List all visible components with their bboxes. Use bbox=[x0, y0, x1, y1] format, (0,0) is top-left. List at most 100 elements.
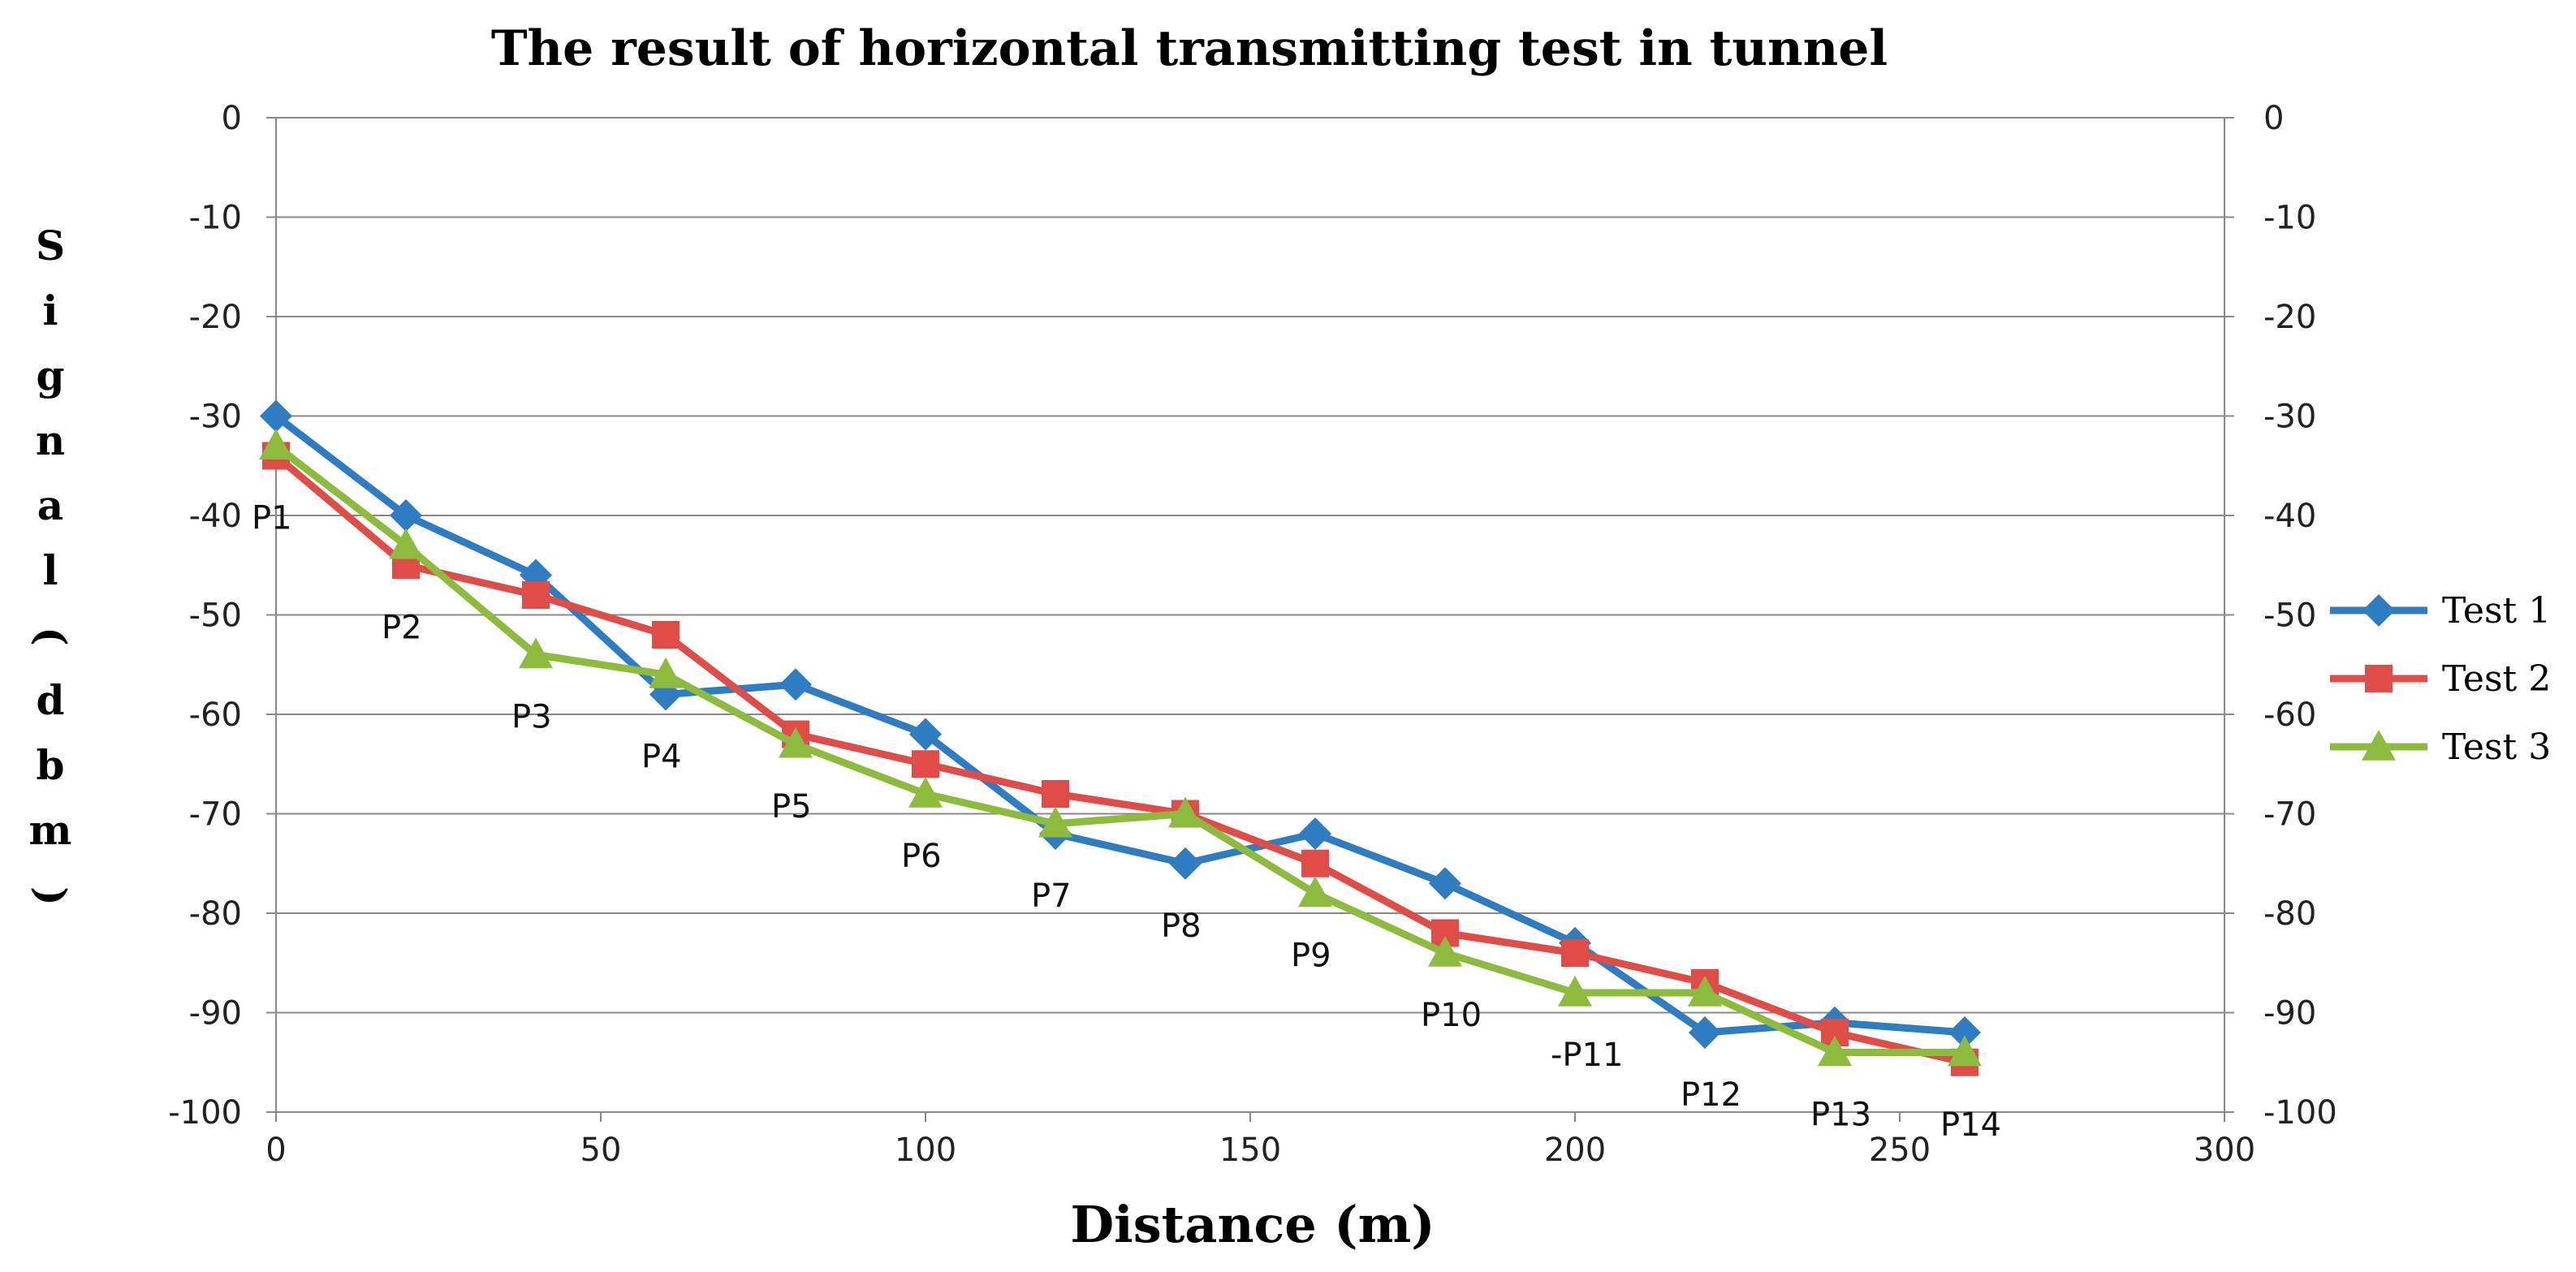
y-axis-label-char: d bbox=[37, 676, 65, 724]
data-point bbox=[519, 637, 553, 669]
y-tick-label-left: -60 bbox=[189, 696, 242, 734]
y-tick-label-left: -80 bbox=[189, 895, 242, 933]
y-tick-label-right: -60 bbox=[2263, 696, 2316, 734]
legend-label: Test 3 bbox=[2442, 727, 2551, 768]
x-axis-label: Distance (m) bbox=[1070, 1195, 1435, 1254]
point-label: P2 bbox=[382, 609, 422, 646]
y-tick-label-left: 0 bbox=[222, 100, 242, 137]
y-tick-label-left: -30 bbox=[189, 399, 242, 436]
point-label: P13 bbox=[1810, 1097, 1871, 1134]
series-test-2 bbox=[262, 442, 1978, 1076]
x-tick-label: 200 bbox=[1544, 1132, 1606, 1169]
y-axis-label-char: l bbox=[43, 546, 58, 594]
series-line bbox=[274, 442, 1965, 1056]
x-tick-label: 300 bbox=[2194, 1132, 2255, 1169]
point-label: P6 bbox=[901, 838, 942, 875]
legend-label: Test 2 bbox=[2442, 658, 2551, 700]
data-point bbox=[1301, 849, 1329, 877]
point-label: P9 bbox=[1291, 938, 1331, 975]
data-point bbox=[1688, 976, 1722, 1007]
data-point bbox=[779, 668, 812, 701]
legend-item-test-2[interactable]: Test 2 bbox=[2330, 658, 2551, 700]
data-point bbox=[652, 621, 680, 649]
y-axis-label-char: i bbox=[43, 287, 58, 334]
legend-swatch-marker bbox=[2362, 730, 2396, 761]
point-label: P1 bbox=[252, 500, 292, 537]
data-point bbox=[1558, 976, 1592, 1007]
data-point bbox=[1038, 806, 1072, 838]
y-tick-label-left: -40 bbox=[189, 498, 242, 535]
x-tick-label: 50 bbox=[580, 1132, 622, 1169]
legend-swatch-marker bbox=[2365, 665, 2393, 692]
x-tick-label: 150 bbox=[1219, 1132, 1281, 1169]
point-label: P12 bbox=[1681, 1076, 1741, 1114]
data-point bbox=[1818, 1035, 1852, 1067]
data-point bbox=[912, 750, 939, 778]
y-tick-label-left: -90 bbox=[189, 995, 242, 1033]
y-axis-label-char: S bbox=[36, 222, 65, 269]
x-axis-ticks: 0 50 100 150 200 250 300 bbox=[265, 1112, 2255, 1169]
data-point bbox=[1169, 847, 1202, 880]
data-point bbox=[259, 429, 293, 460]
y-tick-label-right: -20 bbox=[2263, 299, 2316, 336]
series-line bbox=[274, 453, 1966, 1067]
data-point bbox=[1428, 936, 1462, 967]
data-point bbox=[908, 777, 943, 808]
data-point bbox=[522, 581, 550, 609]
y-axis-label-char: n bbox=[36, 416, 65, 464]
y-tick-label-right: -10 bbox=[2263, 200, 2316, 237]
gridlines bbox=[276, 117, 2224, 1113]
y-axis-label-char: ( bbox=[28, 627, 76, 646]
legend-swatch-marker bbox=[2362, 594, 2395, 627]
y-tick-label-left: -20 bbox=[189, 299, 242, 336]
data-point bbox=[649, 658, 683, 688]
y-axis-label-char: g bbox=[37, 351, 65, 399]
point-label: P8 bbox=[1161, 908, 1202, 945]
data-point bbox=[1042, 780, 1069, 808]
point-label: P3 bbox=[511, 699, 552, 736]
legend-label: Test 1 bbox=[2442, 590, 2551, 632]
data-point bbox=[779, 727, 813, 758]
point-label: P14 bbox=[1940, 1106, 2001, 1144]
y-tick-label-left: -10 bbox=[189, 200, 242, 237]
series-test-1 bbox=[260, 399, 1981, 1049]
y-tick-label-right: -100 bbox=[2263, 1094, 2337, 1132]
point-label: P10 bbox=[1421, 997, 1482, 1034]
data-point bbox=[1429, 867, 1461, 900]
data-point bbox=[1561, 939, 1589, 967]
data-point bbox=[389, 528, 423, 559]
point-label: -P11 bbox=[1551, 1037, 1623, 1074]
data-point bbox=[1299, 817, 1331, 850]
point-label: P5 bbox=[771, 788, 812, 826]
y-axis-label-char: ) bbox=[28, 886, 76, 906]
data-point bbox=[390, 499, 422, 532]
legend-item-test-3[interactable]: Test 3 bbox=[2330, 727, 2551, 768]
y-tick-label-left: -50 bbox=[189, 597, 242, 635]
data-point bbox=[1689, 1016, 1721, 1049]
y-tick-label-left: -100 bbox=[168, 1094, 242, 1132]
y-tick-label-left: -70 bbox=[189, 796, 242, 834]
y-tick-label-right: 0 bbox=[2263, 100, 2284, 137]
legend[interactable]: Test 1 Test 2 Test 3 bbox=[2330, 590, 2551, 768]
y-tick-label-right: -30 bbox=[2263, 399, 2316, 436]
y-axis-label-char: a bbox=[37, 481, 63, 529]
series-group bbox=[259, 399, 1982, 1076]
y-axis-label-char: m bbox=[29, 806, 72, 854]
x-tick-label: 250 bbox=[1869, 1132, 1931, 1169]
data-point bbox=[1298, 876, 1332, 908]
y-axis-label-char: b bbox=[37, 741, 65, 789]
y-tick-label-right: -70 bbox=[2263, 796, 2316, 834]
x-tick-label: 100 bbox=[895, 1132, 956, 1169]
data-point bbox=[909, 718, 942, 751]
y-tick-label-right: -80 bbox=[2263, 895, 2316, 933]
point-labels: P1 P2 P3 P4 P5 P6 P7 P8 P9 P10 -P11 P12 P13 P14 bbox=[252, 500, 2001, 1144]
y-tick-label-right: -40 bbox=[2263, 498, 2316, 535]
chart-title: The result of horizontal transmitting te… bbox=[491, 20, 1888, 77]
series-line bbox=[274, 412, 1965, 1037]
data-point bbox=[260, 399, 292, 433]
y-axis-right-ticks: 0 -10 -20 -30 -40 -50 -60 -70 -80 -90 -100 bbox=[2224, 100, 2337, 1132]
y-axis-left-ticks: 0 -10 -20 -30 -40 -50 -60 -70 -80 -90 -100 bbox=[168, 100, 276, 1132]
legend-item-test-1[interactable]: Test 1 bbox=[2330, 590, 2551, 632]
